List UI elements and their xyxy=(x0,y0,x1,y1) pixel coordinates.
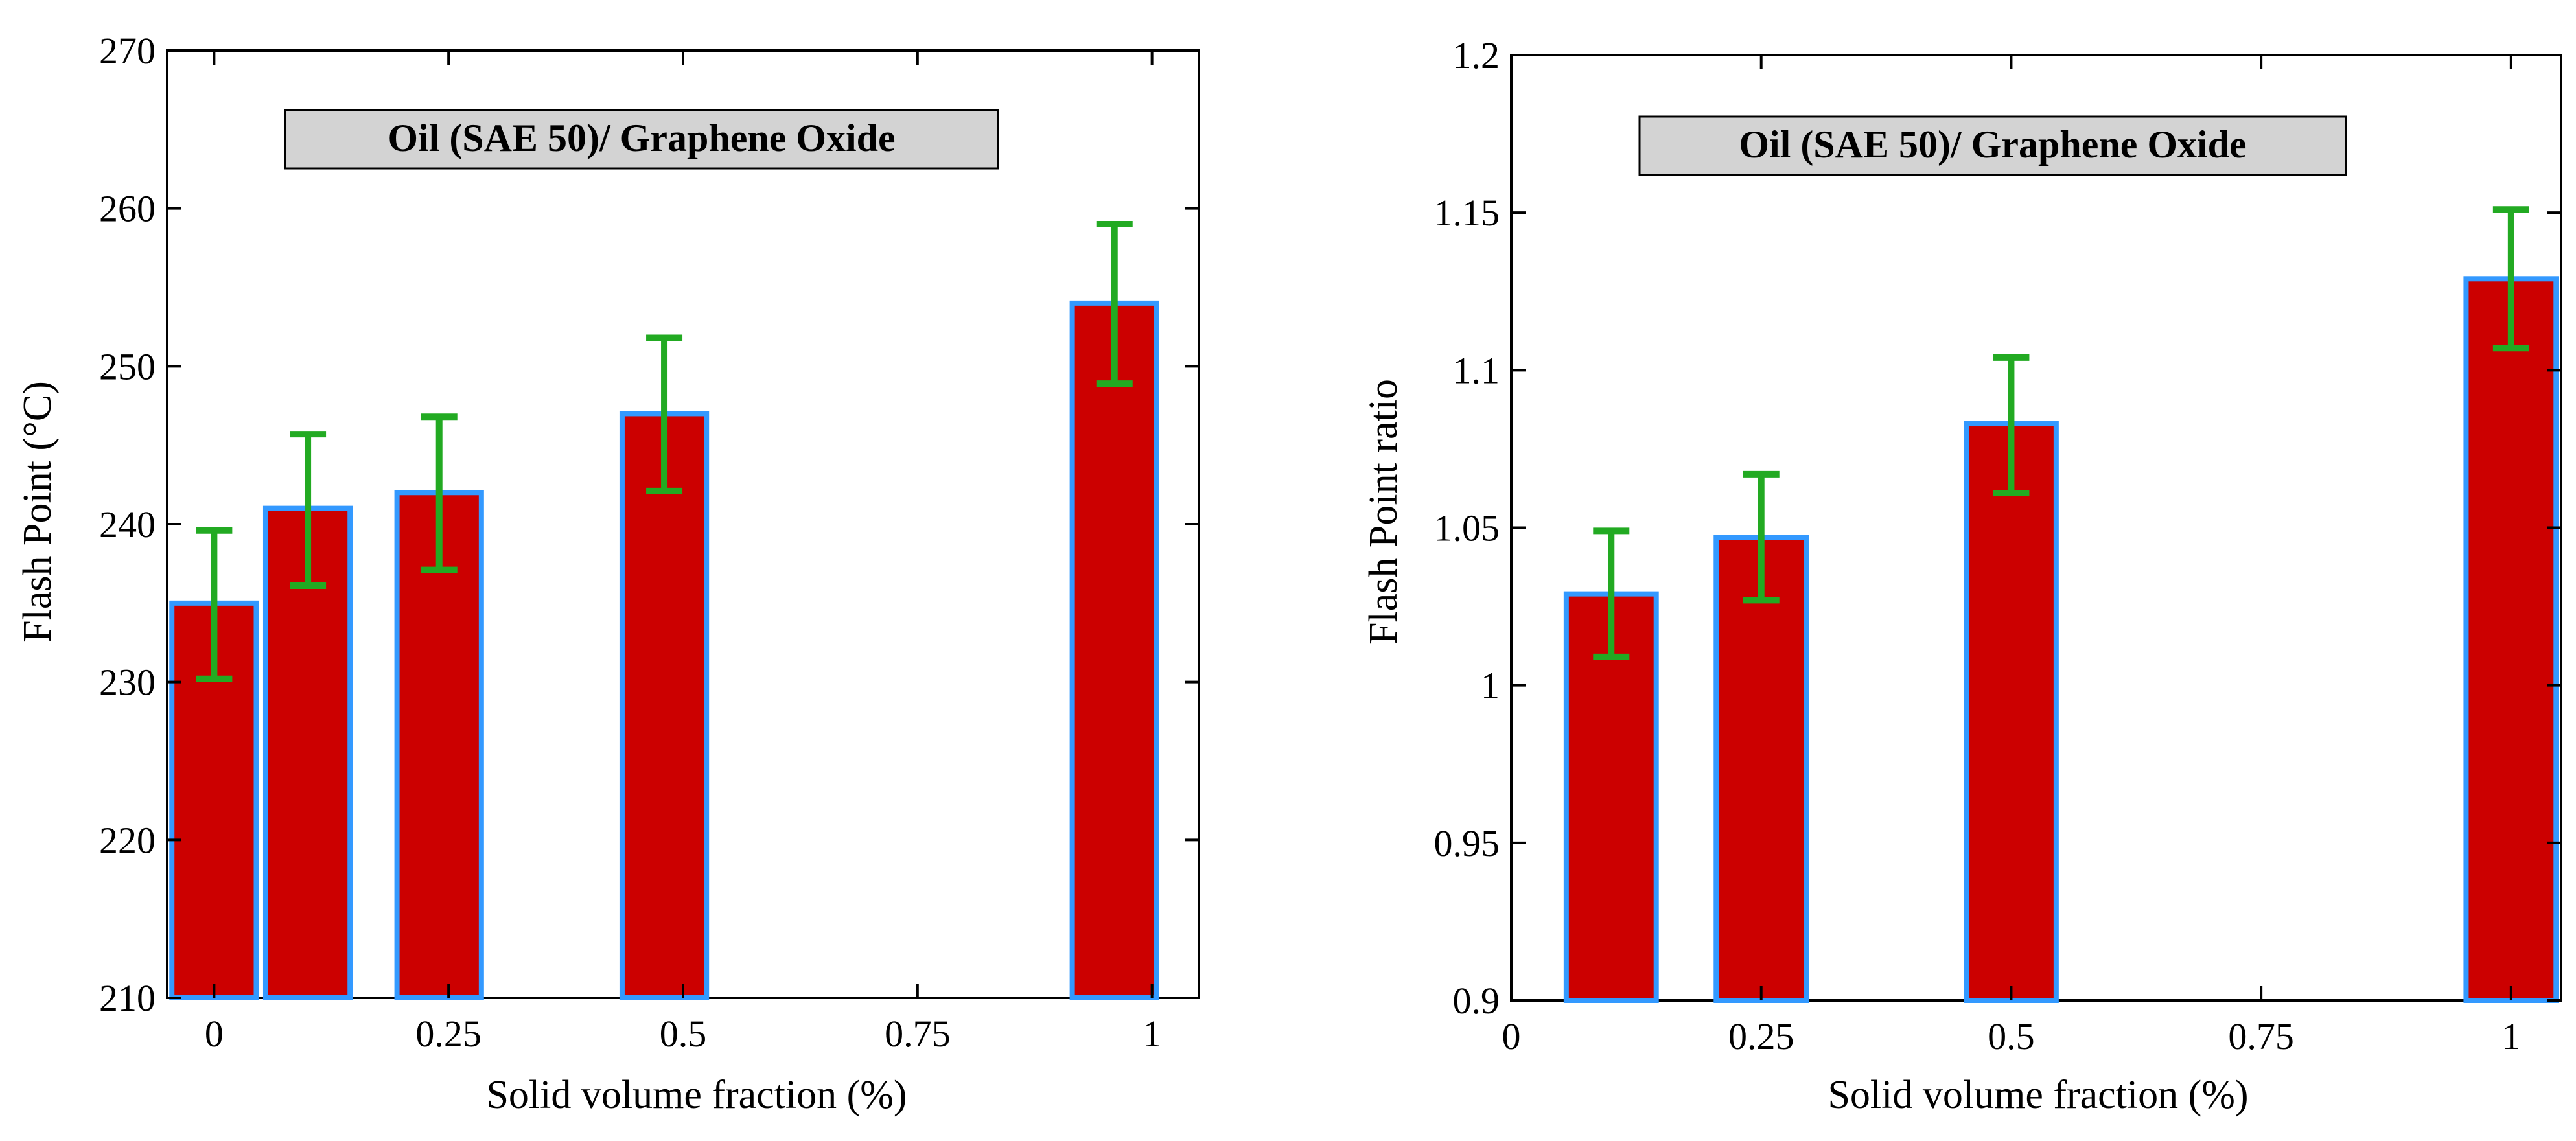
title-box-rect-right xyxy=(1638,115,2347,176)
error-bar-left-4 xyxy=(1096,221,1133,387)
x-tick-label-right-2: 0.5 xyxy=(1988,1015,2035,1057)
chart-title-left: Oil (SAE 50)/ Graphene Oxide xyxy=(388,117,895,159)
error-bar-left-0 xyxy=(196,527,233,682)
error-bar-left-3 xyxy=(646,334,683,494)
x-axis-label-right: Solid volume fraction (%) xyxy=(1828,1073,2248,1117)
error-bar-left-2 xyxy=(421,413,458,573)
x-axis-label-left: Solid volume fraction (%) xyxy=(486,1073,907,1117)
y-tick-label-left-6: 270 xyxy=(99,30,156,72)
y-tick-label-right-4: 1.1 xyxy=(1453,349,1500,391)
chart-right: 0 0.25 0.5 0.75 1 0.9 0.95 1 1.05 1.1 1.15 1.2 Oil… xyxy=(1362,34,2562,1117)
y-tick-label-left-1: 220 xyxy=(99,819,156,861)
y-tick-label-right-5: 1.15 xyxy=(1434,192,1500,234)
error-bar-left-1 xyxy=(290,431,327,590)
y-tick-label-left-0: 210 xyxy=(99,977,156,1019)
y-tick-label-right-3: 1.05 xyxy=(1434,507,1500,549)
bar-left-1 xyxy=(262,505,353,1000)
title-box-left: Oil (SAE 50)/ Graphene Oxide xyxy=(284,109,999,170)
y-ticks-left: 210 220 230 240 250 260 270 xyxy=(99,30,1199,1019)
bar-left-4 xyxy=(1069,300,1159,1000)
y-axis-label-left: Flash Point (°C) xyxy=(16,381,60,643)
error-bar-right-0 xyxy=(1593,527,1630,660)
bar-left-3 xyxy=(619,411,710,1000)
y-tick-label-right-0: 0.9 xyxy=(1453,980,1500,1022)
error-bar-right-3 xyxy=(2492,206,2529,352)
y-tick-label-right-6: 1.2 xyxy=(1453,34,1500,76)
chart-left: 0 0.25 0.5 0.75 1 210 220 230 240 250 260 270 Oil … xyxy=(16,30,1200,1117)
x-ticks-left: 0 0.25 0.5 0.75 1 xyxy=(205,51,1161,1055)
x-tick-label-left-0: 0 xyxy=(205,1013,224,1055)
title-box-right: Oil (SAE 50)/ Graphene Oxide xyxy=(1638,115,2347,176)
y-tick-label-right-2: 1 xyxy=(1481,665,1500,707)
error-bar-right-1 xyxy=(1743,470,1780,604)
y-tick-label-left-2: 230 xyxy=(99,662,156,704)
error-bars-right xyxy=(1593,206,2529,660)
y-tick-label-left-5: 260 xyxy=(99,188,156,230)
chart-title-right: Oil (SAE 50)/ Graphene Oxide xyxy=(1739,123,2246,166)
x-tick-label-right-4: 1 xyxy=(2501,1015,2520,1057)
y-ticks-right: 0.9 0.95 1 1.05 1.1 1.15 1.2 xyxy=(1434,34,2561,1022)
x-tick-label-left-1: 0.25 xyxy=(415,1013,482,1055)
y-tick-label-left-3: 240 xyxy=(99,503,156,546)
bar-right-2 xyxy=(1964,421,2059,1003)
y-tick-label-right-1: 0.95 xyxy=(1434,822,1500,864)
x-tick-label-left-4: 1 xyxy=(1143,1013,1161,1055)
x-tick-label-left-2: 0.5 xyxy=(660,1013,707,1055)
x-tick-label-right-3: 0.75 xyxy=(2228,1015,2294,1057)
x-tick-label-right-0: 0 xyxy=(1502,1015,1521,1057)
error-bars-left xyxy=(196,221,1133,682)
x-ticks-right: 0 0.25 0.5 0.75 1 xyxy=(1502,55,2520,1057)
y-tick-label-left-4: 250 xyxy=(99,345,156,387)
y-axis-label-right: Flash Point ratio xyxy=(1362,379,1406,645)
bars-right xyxy=(1563,276,2559,1004)
error-bar-right-2 xyxy=(1993,354,2030,497)
bar-right-3 xyxy=(2463,276,2559,1004)
bar-right-1 xyxy=(1713,535,1809,1003)
bar-right-0 xyxy=(1563,591,1659,1003)
x-tick-label-right-1: 0.25 xyxy=(1728,1015,1794,1057)
title-box-rect-left xyxy=(284,109,999,170)
x-tick-label-left-3: 0.75 xyxy=(885,1013,951,1055)
